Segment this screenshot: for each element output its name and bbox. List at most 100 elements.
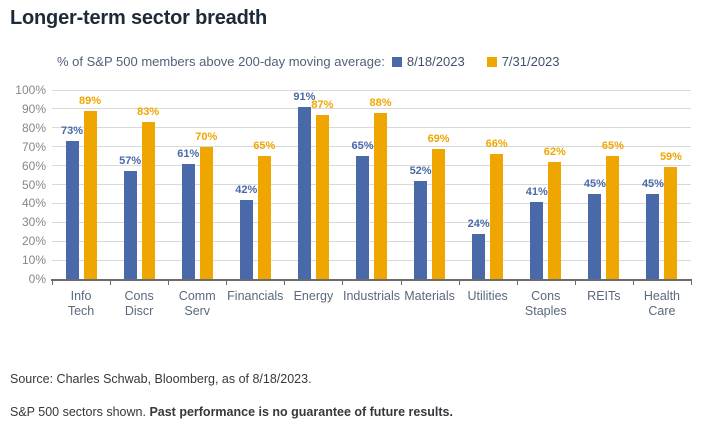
- x-axis-label: Energy: [293, 289, 334, 303]
- footer-disclaimer-regular: S&P 500 sectors shown.: [10, 405, 150, 419]
- footer-disclaimer-bold: Past performance is no guarantee of futu…: [149, 405, 453, 419]
- x-axis-label: REITs: [587, 289, 621, 303]
- bar: [548, 161, 562, 279]
- legend-label: 7/31/2023: [501, 54, 560, 69]
- chart-legend: 8/18/2023 7/31/2023: [391, 54, 560, 69]
- x-axis-tick: [168, 281, 170, 285]
- footer-disclaimer: S&P 500 sectors shown. Past performance …: [10, 405, 453, 419]
- bar-value-label: 24%: [467, 217, 490, 230]
- bar: [664, 167, 678, 279]
- x-axis-tick: [632, 281, 634, 285]
- bar-value-label: 65%: [253, 140, 276, 153]
- bar-value-label: 66%: [485, 138, 508, 151]
- bar: [588, 193, 602, 279]
- bar-value-label: 59%: [659, 151, 682, 164]
- bar: [472, 233, 486, 279]
- x-axis-tick: [52, 281, 53, 285]
- x-axis-tick: [516, 281, 518, 285]
- chart-subtitle: % of S&P 500 members above 200-day movin…: [57, 54, 385, 69]
- gridline: [52, 202, 691, 204]
- x-axis-tick: [342, 281, 344, 285]
- y-axis-label: 30%: [21, 215, 46, 230]
- bar: [530, 201, 544, 279]
- gridline: [52, 221, 691, 223]
- bar: [432, 148, 446, 279]
- bar-value-label: 87%: [311, 98, 334, 111]
- gridline: [52, 240, 691, 242]
- x-axis-label: Materials: [404, 289, 455, 303]
- x-axis-tick: [691, 281, 692, 285]
- legend-swatch-gold: [486, 56, 497, 67]
- x-axis-label: Industrials: [343, 289, 400, 303]
- bar: [83, 110, 97, 279]
- page-title: Longer-term sector breadth: [10, 7, 268, 29]
- legend-item-current: 8/18/2023: [391, 54, 465, 69]
- bar: [297, 107, 311, 279]
- gridline: [52, 165, 691, 167]
- y-axis-label: 80%: [21, 120, 46, 135]
- bar-value-label: 65%: [601, 140, 624, 153]
- bar: [199, 146, 213, 279]
- bar-value-label: 41%: [525, 185, 548, 198]
- legend-item-prior: 7/31/2023: [486, 54, 560, 69]
- bar: [65, 141, 79, 279]
- bar-value-label: 88%: [369, 96, 392, 109]
- bar: [606, 156, 620, 279]
- bar-value-label: 83%: [137, 106, 160, 119]
- bar: [646, 193, 660, 279]
- gridline: [52, 89, 691, 91]
- bar-value-label: 42%: [235, 183, 258, 196]
- x-axis-label: Comm Serv: [178, 289, 216, 318]
- bar: [257, 156, 271, 279]
- x-axis-tick: [574, 281, 576, 285]
- x-axis-label: Utilities: [467, 289, 508, 303]
- x-axis-tick: [284, 281, 286, 285]
- bar-value-label: 45%: [641, 177, 664, 190]
- y-axis-label: 90%: [21, 101, 46, 116]
- y-axis-label: 10%: [21, 253, 46, 268]
- y-axis-label: 60%: [21, 158, 46, 173]
- legend-label: 8/18/2023: [406, 54, 465, 69]
- y-axis-label: 100%: [15, 83, 46, 97]
- bar-value-label: 61%: [177, 147, 200, 160]
- bar: [374, 112, 387, 279]
- bar: [181, 163, 195, 279]
- x-axis-tick: [226, 281, 228, 285]
- bar-value-label: 45%: [583, 177, 606, 190]
- bar-value-label: 73%: [61, 125, 84, 138]
- bar: [315, 114, 329, 279]
- x-axis-label: Info Tech: [67, 289, 95, 318]
- bar: [414, 180, 428, 279]
- legend-swatch-blue: [391, 56, 402, 67]
- bar-value-label: 52%: [409, 164, 432, 177]
- bar-value-label: 57%: [119, 155, 142, 168]
- y-axis-label: 0%: [28, 272, 46, 286]
- chart-subtitle-row: % of S&P 500 members above 200-day movin…: [57, 54, 560, 69]
- bar: [123, 171, 137, 279]
- y-axis-label: 70%: [21, 139, 46, 154]
- bar: [141, 122, 155, 279]
- x-axis-tick: [458, 281, 460, 285]
- x-axis-label: Cons Discr: [124, 289, 154, 318]
- x-axis-tick: [400, 281, 402, 285]
- bar-value-label: 91%: [293, 91, 316, 103]
- gridline: [52, 259, 691, 261]
- bar-value-label: 70%: [195, 130, 218, 143]
- bar: [356, 156, 369, 279]
- y-axis-label: 50%: [21, 177, 46, 192]
- gridline: [52, 108, 691, 110]
- x-axis-label: Health Care: [643, 289, 681, 318]
- gridline: [52, 146, 691, 148]
- y-axis-label: 20%: [21, 234, 46, 249]
- bar-value-label: 69%: [427, 132, 450, 145]
- y-axis-label: 40%: [21, 196, 46, 211]
- bar: [490, 154, 504, 279]
- bar-value-label: 62%: [543, 145, 566, 158]
- x-axis-line: [51, 279, 692, 281]
- gridline: [52, 184, 691, 185]
- footer-source: Source: Charles Schwab, Bloomberg, as of…: [10, 372, 312, 386]
- x-axis-label: Cons Staples: [524, 289, 567, 318]
- x-axis-tick: [110, 281, 112, 285]
- x-axis-label: Financials: [227, 289, 284, 303]
